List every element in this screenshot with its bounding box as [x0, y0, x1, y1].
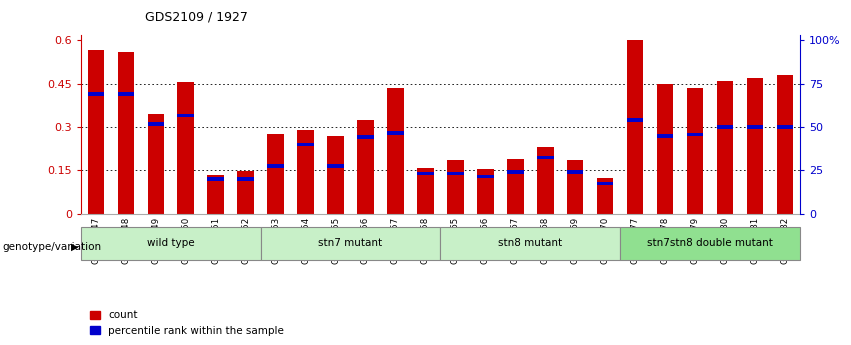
- Bar: [537, 156, 553, 159]
- Bar: [537, 147, 553, 214]
- Bar: [657, 134, 673, 138]
- Text: ▶: ▶: [71, 242, 78, 252]
- Bar: [328, 165, 344, 168]
- Bar: [777, 75, 793, 214]
- Bar: [597, 182, 614, 185]
- Bar: [357, 120, 374, 214]
- Bar: [717, 125, 734, 129]
- Bar: [567, 160, 584, 214]
- Bar: [208, 177, 224, 181]
- Bar: [328, 136, 344, 214]
- Bar: [237, 177, 254, 181]
- Legend: count, percentile rank within the sample: count, percentile rank within the sample: [86, 306, 288, 340]
- Bar: [267, 165, 284, 168]
- Bar: [88, 92, 104, 96]
- Text: genotype/variation: genotype/variation: [3, 242, 101, 252]
- Bar: [417, 172, 434, 175]
- Bar: [297, 143, 314, 146]
- Bar: [627, 118, 643, 121]
- Bar: [81, 227, 260, 260]
- Bar: [477, 175, 494, 178]
- Bar: [747, 78, 763, 214]
- Text: wild type: wild type: [147, 238, 195, 248]
- Bar: [387, 88, 403, 214]
- Text: GDS2109 / 1927: GDS2109 / 1927: [145, 10, 248, 23]
- Bar: [687, 132, 703, 136]
- Bar: [267, 134, 284, 214]
- Text: stn8 mutant: stn8 mutant: [498, 238, 563, 248]
- Bar: [357, 136, 374, 139]
- Bar: [567, 170, 584, 174]
- Bar: [447, 172, 464, 175]
- Bar: [387, 131, 403, 135]
- Bar: [627, 40, 643, 214]
- Bar: [620, 227, 800, 260]
- Bar: [477, 169, 494, 214]
- Bar: [297, 130, 314, 214]
- Bar: [237, 171, 254, 214]
- Bar: [260, 227, 440, 260]
- Bar: [777, 125, 793, 129]
- Bar: [597, 178, 614, 214]
- Bar: [717, 81, 734, 214]
- Bar: [147, 114, 164, 214]
- Bar: [147, 122, 164, 126]
- Bar: [117, 92, 134, 96]
- Text: stn7stn8 double mutant: stn7stn8 double mutant: [647, 238, 773, 248]
- Bar: [687, 88, 703, 214]
- Bar: [657, 84, 673, 214]
- Bar: [440, 227, 620, 260]
- Bar: [208, 175, 224, 214]
- Bar: [507, 159, 523, 214]
- Bar: [88, 50, 104, 214]
- Bar: [747, 125, 763, 129]
- Text: stn7 mutant: stn7 mutant: [318, 238, 383, 248]
- Bar: [178, 114, 194, 117]
- Bar: [178, 82, 194, 214]
- Bar: [117, 52, 134, 214]
- Bar: [507, 170, 523, 174]
- Bar: [447, 160, 464, 214]
- Bar: [417, 168, 434, 214]
